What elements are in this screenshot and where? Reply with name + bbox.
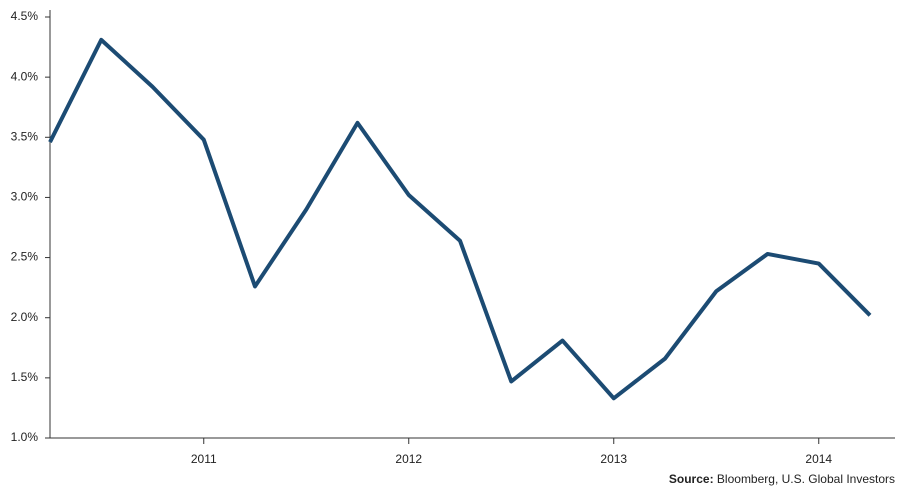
source: Source: Bloomberg, U.S. Global Investors xyxy=(669,472,895,486)
y-tick-label: 4.5% xyxy=(11,9,39,23)
x-tick-label: 2013 xyxy=(600,452,627,466)
x-tick-label: 2014 xyxy=(805,452,832,466)
y-tick-label: 1.0% xyxy=(11,430,39,444)
y-tick-label: 2.0% xyxy=(11,310,39,324)
source-text: Bloomberg, U.S. Global Investors xyxy=(717,472,895,486)
line xyxy=(48,37,872,401)
x-tick-label: 2012 xyxy=(395,452,422,466)
source-label: Source: xyxy=(669,472,714,486)
y-tick-label: 4.0% xyxy=(11,69,39,83)
y-tick-label: 3.0% xyxy=(11,190,39,204)
x-tick-label: 2011 xyxy=(191,452,217,466)
y-tick-label: 2.5% xyxy=(11,250,39,264)
y-tick-label: 3.5% xyxy=(11,129,39,143)
y-tick-label: 1.5% xyxy=(11,370,39,384)
